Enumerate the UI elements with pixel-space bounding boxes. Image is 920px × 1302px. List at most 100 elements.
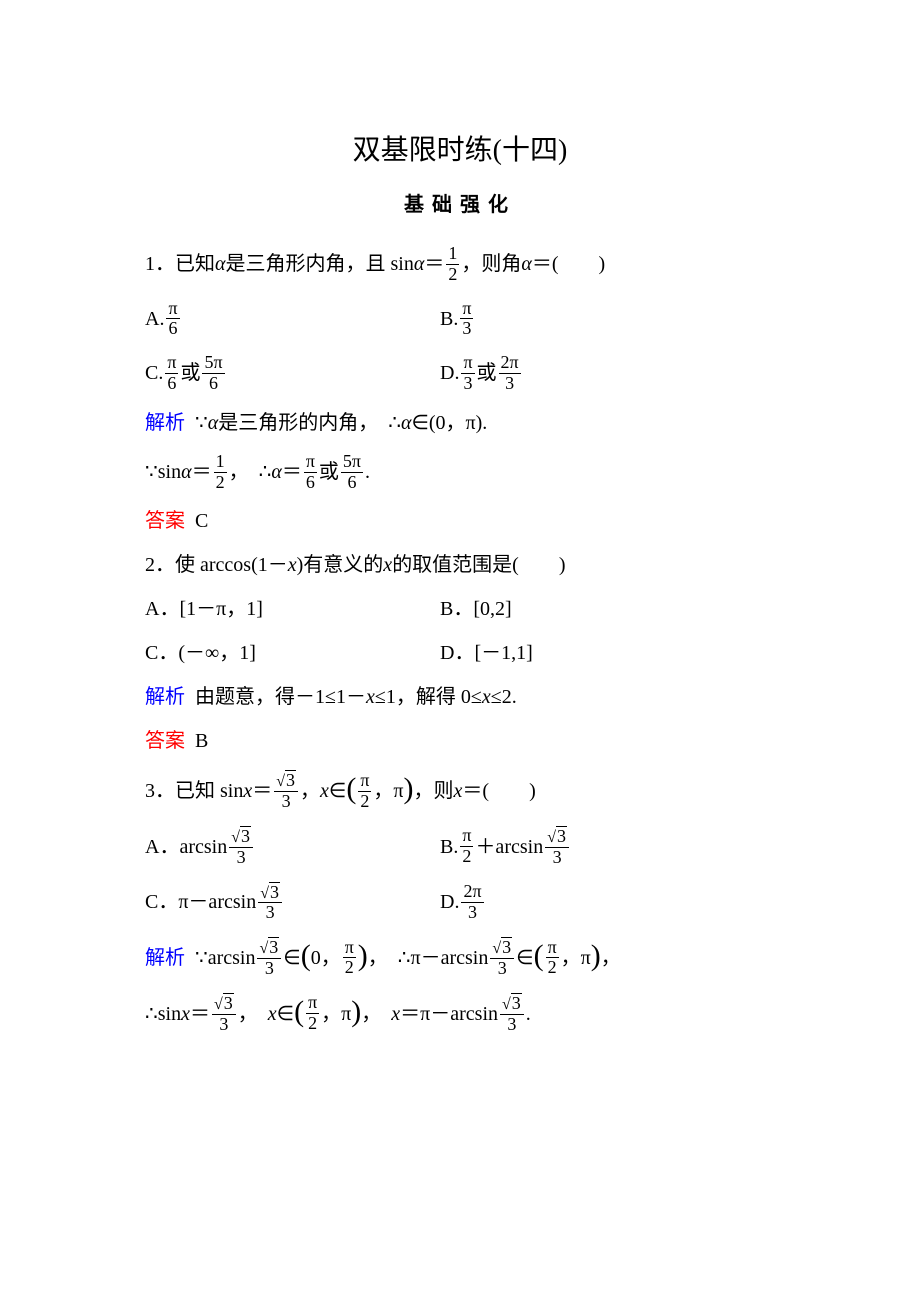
q1-optB: B. π 3	[440, 299, 475, 340]
q1-expl-1: 解析 ∵ α 是三角形的内角， ∴ α ∈(0，π).	[145, 408, 775, 438]
text: A．arcsin	[145, 832, 227, 862]
frac: 3 3	[212, 993, 236, 1035]
q3-expl-1: 解析 ∵arcsin 3 3 ∈ ( 0， π 2 ) ， ∴π－arcsin …	[145, 937, 775, 979]
ans-label: 答案	[145, 506, 185, 536]
in: ∈	[283, 943, 300, 973]
den: 2	[446, 265, 459, 285]
frac: 3 3	[229, 826, 253, 868]
text: ≤2.	[491, 682, 517, 712]
text: 由题意，得－1≤1－	[195, 682, 366, 712]
rad: 3	[223, 993, 234, 1014]
alpha: α	[521, 249, 532, 279]
q2-row-AB: A．[1－π，1] B．[0,2]	[145, 594, 775, 624]
sqrt-icon: 3	[260, 882, 280, 903]
text: D．[－1,1]	[440, 638, 533, 668]
frac: π 2	[306, 993, 319, 1034]
x: x	[366, 682, 375, 712]
x: x	[320, 776, 329, 806]
eq: ＝	[282, 457, 302, 487]
frac: π 6	[166, 299, 179, 340]
q2-stem: 2．使 arccos(1－ x )有意义的 x 的取值范围是( )	[145, 550, 775, 580]
frac: 2π 3	[499, 353, 521, 394]
num: 3	[212, 993, 236, 1015]
frac: 3 3	[490, 937, 514, 979]
ans-label: 答案	[145, 726, 185, 756]
q1-stem: 1．已知 α 是三角形内角，且 sin α ＝ 1 2 ，则角 α ＝( )	[145, 244, 775, 285]
text: B.	[440, 832, 458, 862]
alpha: α	[271, 457, 282, 487]
num: π	[306, 993, 319, 1014]
because: ∵	[195, 408, 208, 438]
expl-label: 解析	[145, 943, 185, 973]
label: D.	[440, 358, 459, 388]
num: π	[546, 938, 559, 959]
text: ∵arcsin	[195, 943, 255, 973]
text: 的取值范围是( )	[392, 550, 565, 580]
rad: 3	[501, 937, 512, 958]
frac: 3 3	[545, 826, 569, 868]
num: π	[304, 452, 317, 473]
num: π	[460, 826, 473, 847]
x: x	[383, 550, 392, 580]
den: 2	[358, 792, 371, 812]
comma: ，	[361, 999, 381, 1029]
num: 1	[446, 244, 459, 265]
rad: 3	[240, 826, 251, 847]
frac: π 2	[546, 938, 559, 979]
num: 2π	[499, 353, 521, 374]
text: D.	[440, 887, 459, 917]
den: 3	[263, 959, 276, 979]
q2-optA: A．[1－π，1]	[145, 594, 440, 624]
text: B．[0,2]	[440, 594, 512, 624]
text: 3．已知 sin	[145, 776, 243, 806]
lparen-icon: (	[534, 941, 544, 971]
page-subtitle: 基础强化	[145, 190, 775, 220]
rad: 3	[511, 993, 522, 1014]
rad: 3	[268, 937, 279, 958]
text: 是三角形内角，且 sin	[226, 249, 414, 279]
x: x	[243, 776, 252, 806]
q3-optB: B. π 2 ＋arcsin 3 3	[440, 826, 571, 868]
num: 3	[258, 882, 282, 904]
dot: .	[526, 999, 531, 1029]
sqrt-icon: 3	[502, 993, 522, 1014]
q3-expl-2: ∴sin x ＝ 3 3 ， x ∈ ( π 2 ，π ) ， x ＝π－arc…	[145, 993, 775, 1035]
rad: 3	[285, 770, 296, 791]
sqrt-icon: 3	[492, 937, 512, 958]
q1-optC: C. π 6 或 5π 6	[145, 353, 440, 394]
text: ＝π－arcsin	[400, 999, 498, 1029]
q3-stem: 3．已知 sin x ＝ 3 3 ， x ∈ ( π 2 ，π ) ，则 x ＝…	[145, 770, 775, 812]
num: π	[358, 771, 371, 792]
dot: .	[365, 457, 370, 487]
sqrt-icon: 3	[231, 826, 251, 847]
num: 5π	[202, 353, 224, 374]
q3-optA: A．arcsin 3 3	[145, 826, 440, 868]
q3-optC: C．π－arcsin 3 3	[145, 882, 440, 924]
text: ＝( )	[532, 249, 605, 279]
text: )有意义的	[297, 550, 384, 580]
text: ，则角	[461, 249, 521, 279]
text: ∴π－arcsin	[398, 943, 489, 973]
q2-expl: 解析 由题意，得－1≤1－ x ≤1，解得 0≤ x ≤2.	[145, 682, 775, 712]
den: 6	[207, 374, 220, 394]
x: x	[268, 999, 277, 1029]
q3-row-AB: A．arcsin 3 3 B. π 2 ＋arcsin 3 3	[145, 826, 775, 868]
den: 3	[462, 374, 475, 394]
x: x	[454, 776, 463, 806]
den: 3	[280, 792, 293, 812]
num: 3	[490, 937, 514, 959]
frac: 2π 3	[461, 882, 483, 923]
text: ，则	[414, 776, 454, 806]
q3-row-CD: C．π－arcsin 3 3 D. 2π 3	[145, 882, 775, 924]
or: 或	[477, 358, 497, 388]
label: B.	[440, 304, 458, 334]
in: ∈	[277, 999, 294, 1029]
den: 2	[306, 1014, 319, 1034]
text: ，π	[561, 943, 591, 973]
den: 3	[551, 848, 564, 868]
q1-optD: D. π 3 或 2π 3	[440, 353, 523, 394]
text: ∴sin	[145, 999, 181, 1029]
den: 2	[343, 958, 356, 978]
den: 2	[546, 958, 559, 978]
rparen-icon: )	[404, 774, 414, 804]
